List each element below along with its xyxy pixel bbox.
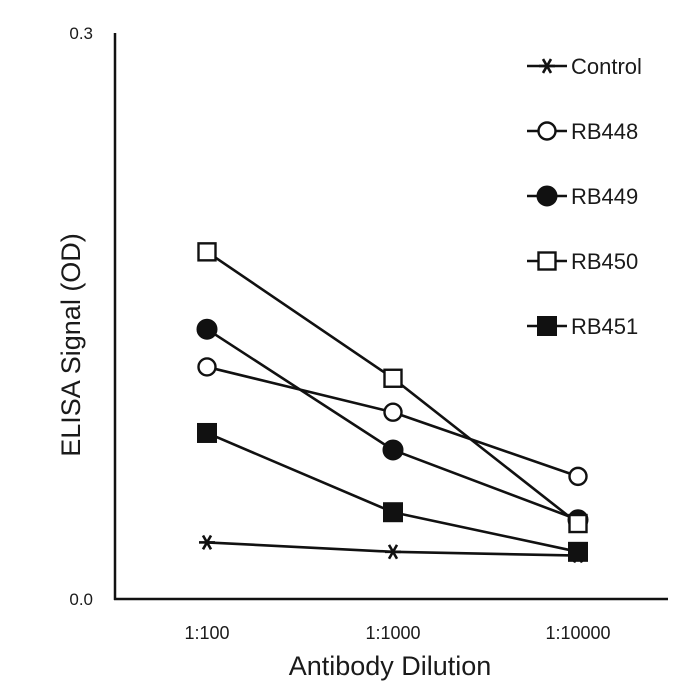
legend-marker: [537, 251, 557, 271]
data-point-rb450-1-shape: [383, 368, 403, 388]
legend-marker: [537, 316, 557, 336]
y-tick-label-max: 0.3: [69, 24, 93, 43]
legend-item-rb451: RB451: [527, 314, 638, 339]
data-point-control-1: [385, 544, 401, 560]
series-layer: [196, 242, 589, 564]
data-point-rb451-0-shape: [197, 422, 217, 443]
data-point-rb450-0-shape: [197, 242, 217, 262]
data-point-rb448-1-shape: [383, 402, 403, 422]
legend-label: RB449: [571, 184, 638, 209]
legend-marker-shape: [537, 316, 557, 336]
legend-marker-shape: [537, 121, 557, 141]
legend-item-rb450: RB450: [527, 249, 638, 274]
legend-marker: [539, 58, 555, 74]
legend-item-rb449: RB449: [527, 184, 638, 209]
series-rb449: [196, 318, 589, 531]
legend-marker: [537, 121, 557, 141]
data-point-rb451-0: [197, 422, 217, 443]
legend-marker: [536, 185, 558, 207]
data-point-rb449-0: [196, 318, 218, 340]
data-point-rb450-1: [383, 368, 403, 388]
data-point-rb450-2: [568, 513, 588, 534]
x-axis-title: Antibody Dilution: [289, 651, 492, 681]
legend: Control RB448 RB449 RB450 RB451: [527, 54, 642, 339]
data-point-rb449-1-shape: [382, 439, 404, 461]
series-control: [199, 534, 586, 564]
series-rb450: [197, 242, 588, 534]
data-point-rb451-2-shape: [568, 541, 588, 562]
legend-marker-shape: [537, 251, 557, 271]
legend-item-control: Control: [527, 54, 642, 79]
legend-label: RB448: [571, 119, 638, 144]
y-axis-title: ELISA Signal (OD): [56, 233, 86, 457]
x-tick-label: 1:100: [184, 623, 229, 643]
data-point-rb448-0-shape: [197, 357, 217, 377]
data-point-rb450-0: [197, 242, 217, 262]
data-point-rb448-2: [568, 466, 588, 487]
axes: 0.3 0.0 1:100 1:1000 1:10000: [69, 24, 668, 643]
series-rb448: [197, 357, 588, 487]
data-point-rb451-1: [383, 502, 403, 523]
data-point-rb448-1: [383, 402, 403, 422]
data-point-rb450-2-shape: [568, 513, 588, 534]
data-point-rb449-1: [382, 439, 404, 461]
data-point-rb451-2: [568, 541, 588, 562]
legend-label: RB451: [571, 314, 638, 339]
data-point-rb448-2-shape: [568, 466, 588, 487]
legend-item-rb448: RB448: [527, 119, 638, 144]
series-line-rb449: [206, 328, 579, 521]
data-point-control-1-stroke: [387, 544, 399, 560]
legend-marker-shape: [536, 185, 558, 207]
data-point-control-0: [199, 534, 215, 550]
data-point-control-0-stroke: [201, 534, 213, 550]
x-tick-label: 1:1000: [365, 623, 420, 643]
y-tick-label-min: 0.0: [69, 590, 93, 609]
data-point-rb451-1-shape: [383, 502, 403, 523]
legend-marker-stroke: [541, 58, 553, 74]
data-point-rb449-0-shape: [196, 318, 218, 340]
legend-label: RB450: [571, 249, 638, 274]
x-tick-label: 1:10000: [545, 623, 610, 643]
series-rb451: [197, 422, 588, 562]
legend-label: Control: [571, 54, 642, 79]
data-point-rb448-0: [197, 357, 217, 377]
